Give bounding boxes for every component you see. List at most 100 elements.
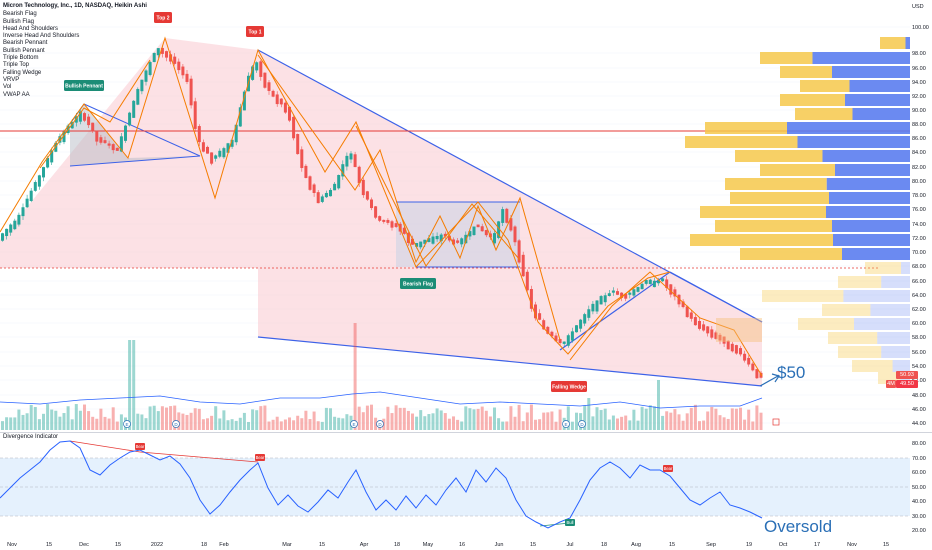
chart-legend: Micron Technology, Inc., 1D, NASDAQ, Hei… [3, 3, 147, 99]
price-axis-label: 92.00 [912, 94, 926, 100]
bearish-flag-zigzag [257, 54, 561, 341]
time-axis-label: Mar [282, 542, 292, 548]
time-axis-label: 18 [601, 542, 607, 548]
event-badge[interactable]: D [376, 420, 384, 428]
event-badge[interactable]: E [123, 420, 131, 428]
price-axis-label: 66.00 [912, 279, 926, 285]
svg-text:Bear: Bear [664, 466, 673, 471]
legend-item[interactable]: Inverse Head And Shoulders [3, 33, 80, 40]
osc-axis-label: 40.00 [912, 499, 926, 505]
legend-item[interactable]: Falling Wedge [3, 69, 42, 76]
event-badge[interactable]: E [350, 420, 358, 428]
oscillator-pane[interactable]: Bear Bear Bear Bull 80.00 70.00 60.00 50.00 40.… [0, 432, 932, 550]
main-chart[interactable]: Bullish Pennant Top 2 Top 1 Bearish Flag… [0, 0, 932, 432]
price-axis-label: 68.00 [912, 264, 926, 270]
oscillator-title: Divergence Indicator [3, 434, 59, 440]
time-axis-label: Jul [566, 542, 573, 548]
falling-wedge-zigzag [569, 271, 763, 377]
top1-label: Top 1 [246, 26, 264, 37]
event-badge[interactable]: D [172, 420, 180, 428]
osc-axis-label: 30.00 [912, 514, 926, 520]
settings-square-icon[interactable] [772, 418, 780, 426]
price-axis-label: 46.00 [912, 407, 926, 413]
oscillator-line [0, 440, 763, 529]
volume-bars [1, 323, 763, 430]
bullish-pennant-triangle [70, 104, 200, 166]
legend-item[interactable]: Bearish Pennant [3, 40, 48, 47]
oscillator-axis: 80.00 70.00 60.00 50.00 40.00 30.00 20.00 [912, 441, 926, 534]
legend-item[interactable]: Triple Top [3, 62, 30, 69]
symbol-title: Micron Technology, Inc., 1D, NASDAQ, Hei… [3, 3, 147, 9]
price-axis-label: 78.00 [912, 193, 926, 199]
time-axis-label: Dec [79, 542, 89, 548]
price-axis-label: 58.00 [912, 335, 926, 341]
event-badge[interactable]: D [578, 420, 586, 428]
legend-item[interactable]: Bearish Flag [3, 11, 37, 18]
time-axis-label: 15 [115, 542, 121, 548]
legend-item[interactable]: Triple Bottom [3, 55, 39, 62]
volume-profile [685, 37, 910, 384]
pennant-upper-line2 [83, 103, 201, 157]
currency-label: USD [912, 4, 924, 10]
time-axis-label: Nov [847, 542, 857, 548]
time-axis-label: Aug [631, 542, 641, 548]
price-axis-label: 94.00 [912, 80, 926, 86]
bullish-pennant-label: Bullish Pennant [64, 80, 104, 91]
svg-text:Bear: Bear [136, 444, 145, 449]
harmonic-zigzag-1 [0, 36, 671, 355]
svg-text:$50: $50 [777, 363, 805, 382]
candlesticks [1, 45, 763, 380]
price-axis-label: 80.00 [912, 179, 926, 185]
svg-text:Top 2: Top 2 [157, 16, 170, 22]
price-axis-label: 76.00 [912, 207, 926, 213]
price-axis-label: 48.00 [912, 393, 926, 399]
price-target-annotation: $50 [759, 363, 805, 387]
time-axis-label: Jun [495, 542, 504, 548]
time-axis-label: 19 [746, 542, 752, 548]
price-axis-label: 70.00 [912, 250, 926, 256]
channel-lower-line [257, 336, 763, 387]
svg-text:E: E [352, 422, 355, 427]
bearish-flag-label: Bearish Flag [400, 278, 436, 289]
pennant-lower-line [69, 155, 201, 167]
svg-text:E: E [564, 422, 567, 427]
time-axis-label: Nov [7, 542, 17, 548]
time-axis-label: 15 [669, 542, 675, 548]
price-axis-label: 82.00 [912, 165, 926, 171]
price-axis-label: 44.00 [912, 421, 926, 427]
time-axis-label: 15 [530, 542, 536, 548]
osc-axis-label: 80.00 [912, 441, 926, 447]
price-axis-label: 60.00 [912, 321, 926, 327]
time-axis-label: Apr [360, 542, 369, 548]
falling-wedge-label: Falling Wedge [551, 381, 587, 392]
legend-item[interactable]: Bullish Flag [3, 18, 35, 25]
top2-label: Top 2 [154, 12, 172, 23]
time-axis-label: Feb [219, 542, 228, 548]
divergence-badges: Bear Bear Bear Bull [135, 443, 673, 526]
wedge-upper-line [559, 271, 671, 351]
harmonic-zigzag-2 [39, 59, 151, 169]
time-axis-label: 16 [459, 542, 465, 548]
volume-tag: 4M [886, 380, 896, 388]
legend-item[interactable]: Bullish Pennant [3, 47, 45, 54]
divergence-badge: Bear [135, 443, 145, 450]
time-axis-label: 18 [394, 542, 400, 548]
time-axis-label: 17 [814, 542, 820, 548]
price-axis-label: 86.00 [912, 136, 926, 142]
bear-divergence-line-1 [69, 440, 141, 453]
osc-axis-label: 20.00 [912, 528, 926, 534]
legend-item[interactable]: VWAP AA [3, 91, 30, 98]
osc-axis-label: 60.00 [912, 470, 926, 476]
svg-text:Top 1: Top 1 [249, 30, 262, 36]
price-axis-label: 90.00 [912, 108, 926, 114]
svg-text:D: D [174, 422, 178, 427]
svg-text:Bull: Bull [567, 520, 574, 525]
legend-item[interactable]: Vol [3, 84, 12, 91]
divergence-badge: Bull [565, 519, 575, 526]
vwap-price-tag: 49.50 [896, 380, 918, 388]
event-badge[interactable]: E [562, 420, 570, 428]
time-axis-label: 2022 [151, 542, 163, 548]
legend-item[interactable]: VRVP [3, 76, 20, 83]
legend-item[interactable]: Head And Shoulders [3, 25, 59, 32]
